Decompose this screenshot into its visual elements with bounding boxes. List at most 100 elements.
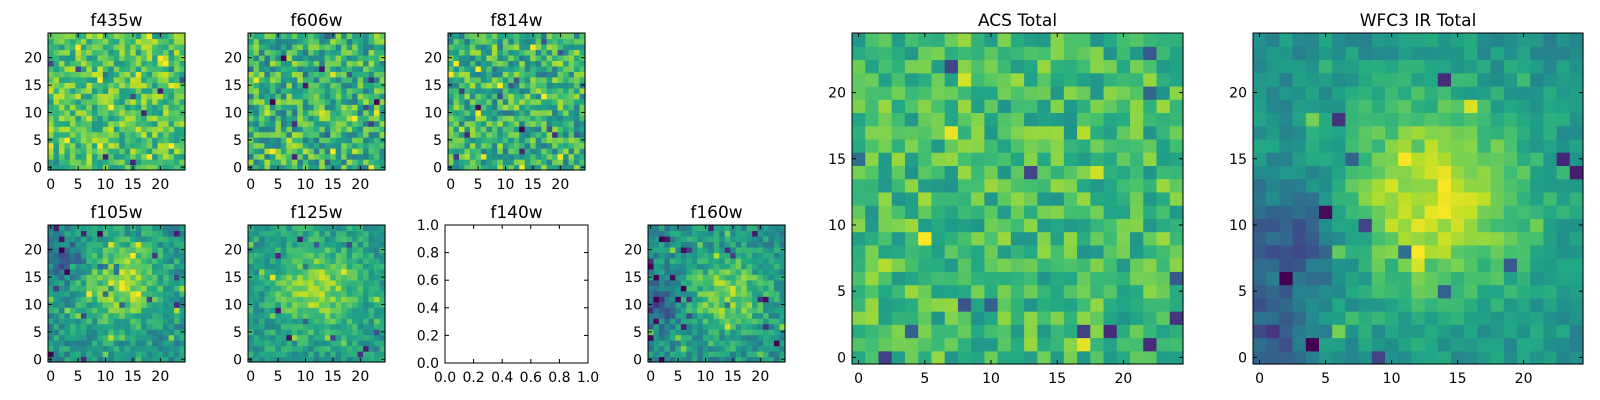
- heatmap-cell: [1103, 205, 1118, 219]
- heatmap-cell: [904, 337, 919, 352]
- heatmap-cell: [546, 120, 553, 127]
- heatmap-cell: [878, 231, 893, 246]
- heatmap-cell: [269, 345, 276, 352]
- heatmap-cell: [865, 72, 880, 87]
- heatmap-cell: [453, 38, 460, 45]
- heatmap-cell: [757, 235, 764, 243]
- heatmap-cell: [86, 318, 93, 325]
- x-tick-label: 0: [854, 371, 863, 387]
- heatmap-cell: [86, 153, 93, 160]
- heatmap-cell: [297, 241, 304, 248]
- heatmap-cell: [374, 246, 381, 253]
- heatmap-cell: [64, 257, 71, 264]
- heatmap-cell: [1464, 284, 1478, 299]
- heatmap-cell: [1292, 311, 1307, 325]
- heatmap-cell: [58, 312, 66, 319]
- heatmap-cell: [80, 268, 87, 275]
- heatmap-cell: [757, 279, 764, 286]
- heatmap-cell: [1024, 72, 1038, 87]
- heatmap-cell: [658, 356, 666, 363]
- heatmap-cell: [64, 131, 71, 138]
- heatmap-cell: [152, 323, 159, 330]
- heatmap-cell: [357, 274, 364, 281]
- heatmap-cell: [368, 235, 375, 243]
- heatmap-cell: [541, 159, 548, 166]
- heatmap-cell: [702, 334, 709, 341]
- heatmap-cell: [480, 82, 487, 89]
- heatmap-cell: [904, 258, 919, 272]
- heatmap-cell: [730, 318, 737, 325]
- heatmap-cell: [324, 307, 331, 314]
- heatmap-cell: [1077, 85, 1091, 100]
- heatmap-cell: [374, 87, 381, 94]
- heatmap-cell: [568, 82, 575, 89]
- heatmap-cell: [535, 137, 542, 144]
- heatmap-cell: [579, 126, 586, 133]
- heatmap-cell: [113, 33, 120, 40]
- heatmap-cell: [1130, 178, 1144, 193]
- heatmap-cell: [453, 82, 460, 89]
- heatmap-cell: [313, 126, 320, 133]
- heatmap-cell: [163, 159, 170, 166]
- heatmap-cell: [141, 93, 148, 100]
- heatmap-cell: [135, 60, 142, 67]
- heatmap-cell: [80, 82, 87, 89]
- heatmap-cell: [97, 60, 104, 67]
- heatmap-cell: [697, 257, 704, 264]
- heatmap-cell: [108, 109, 115, 116]
- heatmap-cell: [368, 76, 375, 83]
- heatmap-cell: [58, 351, 66, 358]
- heatmap-cell: [297, 159, 304, 166]
- heatmap-cell: [113, 334, 120, 341]
- heatmap-cell: [91, 312, 98, 319]
- heatmap-cell: [1530, 231, 1544, 246]
- heatmap-cell: [152, 93, 159, 100]
- heatmap-cell: [258, 296, 266, 303]
- heatmap-cell: [80, 153, 87, 160]
- heatmap-cell: [102, 43, 109, 51]
- heatmap-cell: [464, 76, 471, 83]
- heatmap-cell: [1037, 125, 1052, 140]
- heatmap-cell: [248, 257, 255, 264]
- heatmap-cell: [64, 307, 71, 314]
- heatmap-cell: [774, 274, 781, 281]
- heatmap-cell: [1156, 231, 1171, 246]
- heatmap-cell: [152, 296, 159, 303]
- heatmap-cell: [146, 120, 153, 127]
- heatmap-cell: [1050, 152, 1065, 166]
- heatmap-cell: [269, 142, 276, 149]
- heatmap-cell: [341, 60, 348, 67]
- heatmap-cell: [1130, 46, 1144, 61]
- heatmap-cell: [291, 225, 298, 232]
- heatmap-cell: [1063, 324, 1078, 339]
- heatmap-cell: [653, 235, 660, 243]
- heatmap-cell: [944, 59, 959, 74]
- heatmap-cell: [931, 231, 946, 246]
- heatmap-cell: [1130, 205, 1144, 219]
- heatmap-cell: [75, 142, 82, 149]
- heatmap-cell: [458, 109, 466, 116]
- heatmap-cell: [152, 115, 159, 122]
- heatmap-cell: [741, 246, 748, 253]
- heatmap-cell: [691, 307, 698, 314]
- heatmap-cell: [275, 82, 282, 89]
- heatmap-cell: [308, 82, 315, 89]
- heatmap-cell: [97, 246, 104, 253]
- heatmap-cell: [669, 225, 676, 232]
- heatmap-cell: [579, 120, 586, 127]
- heatmap-cell: [297, 115, 304, 122]
- heatmap-cell: [363, 252, 370, 259]
- heatmap-cell: [1556, 205, 1571, 219]
- heatmap-cell: [102, 159, 109, 166]
- x-tick-label: 5: [74, 177, 83, 193]
- heatmap-cell: [579, 71, 586, 78]
- heatmap-cell: [491, 120, 498, 127]
- heatmap-cell: [157, 323, 164, 330]
- heatmap-cell: [64, 109, 71, 116]
- heatmap-cell: [75, 263, 82, 270]
- heatmap-cell: [1103, 138, 1118, 153]
- heatmap-cell: [1424, 297, 1439, 312]
- heatmap-cell: [324, 334, 331, 341]
- heatmap-cell: [1569, 284, 1584, 299]
- heatmap-cell: [1253, 205, 1267, 219]
